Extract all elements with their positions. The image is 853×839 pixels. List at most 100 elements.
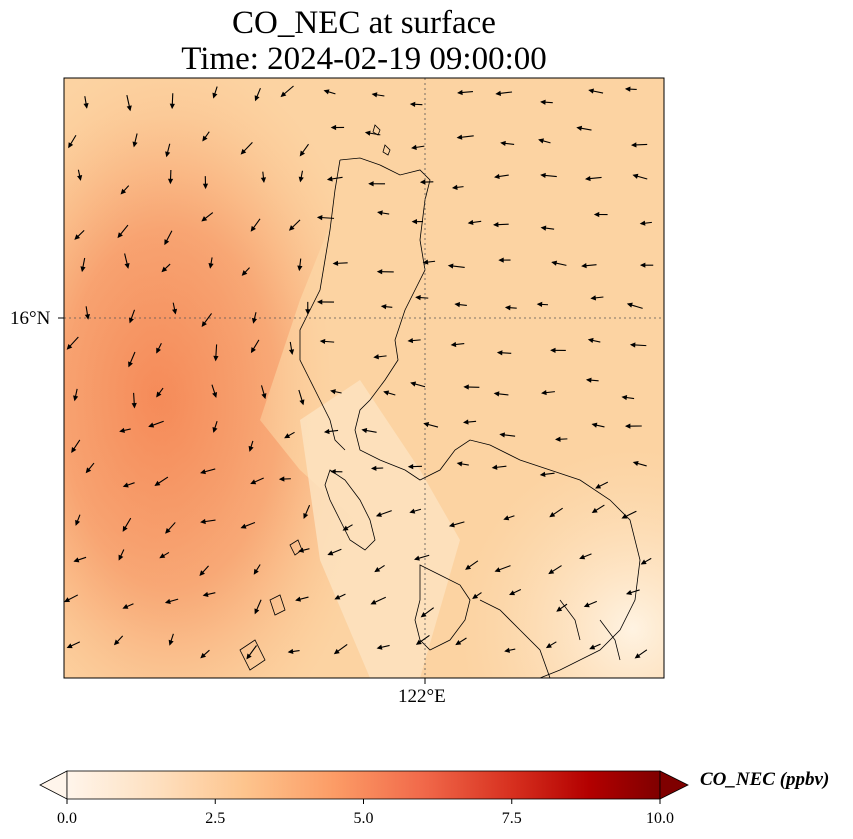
wind-arrow-head <box>334 594 341 600</box>
wind-arrow-head <box>548 568 555 575</box>
wind-arrow-head <box>581 263 587 269</box>
wind-arrow-head <box>168 639 174 646</box>
wind-arrow-head <box>585 377 592 383</box>
wind-arrow-head <box>250 225 256 232</box>
wind-arrow-head <box>411 144 417 150</box>
wind-arrow-head <box>342 525 349 531</box>
wind-arrow-head <box>323 428 330 435</box>
wind-arrow-head <box>68 142 74 149</box>
wind-arrow-head <box>640 559 647 565</box>
wind-arrow-head <box>457 89 463 96</box>
wind-arrow-head <box>278 476 285 482</box>
wind-arrow-head <box>118 554 124 561</box>
colorbar-extend-max <box>659 770 689 800</box>
map-frame <box>63 77 665 679</box>
wind-arrow-head <box>161 266 168 273</box>
map-title-line1: CO_NEC at surface <box>232 5 496 41</box>
colorbar-tick-label: 5.0 <box>353 810 374 827</box>
wind-arrow-head <box>260 177 267 183</box>
wind-arrow-head <box>591 422 598 428</box>
wind-arrow-head <box>587 337 594 344</box>
wind-arrow-head <box>213 355 219 362</box>
island-4 <box>269 594 286 616</box>
wind-arrow-head <box>212 426 218 433</box>
wind-arrow-head <box>201 321 207 328</box>
wind-arrow-head <box>202 183 209 190</box>
wind-arrow-head <box>375 511 382 517</box>
wind-arrow-head <box>297 265 303 272</box>
wind-arrow-head <box>74 234 81 240</box>
wind-arrow-head <box>639 220 646 226</box>
wind-arrow-head <box>288 349 295 355</box>
wind-arrow-head <box>254 608 260 615</box>
wind-arrow-head <box>550 347 556 353</box>
wind-arrow-head <box>422 259 429 265</box>
wind-arrow-head <box>451 184 458 190</box>
wind-arrow-head <box>593 211 600 218</box>
wind-arrow-head <box>128 361 133 368</box>
wind-arrow-head <box>415 639 422 645</box>
wind-arrow-head <box>73 395 79 402</box>
wind-arrow-head <box>370 599 377 605</box>
lat-tick-label: 16°N <box>10 308 51 329</box>
wind-arrow-head <box>316 299 323 305</box>
wind-arrow-head <box>288 225 295 231</box>
wind-arrow-head <box>364 130 371 136</box>
wind-arrow-head <box>327 550 334 556</box>
wind-arrow-head <box>583 602 590 608</box>
wind-arrow-head <box>132 141 138 148</box>
wind-arrow-head <box>250 347 256 354</box>
clean-band <box>300 380 460 678</box>
wind-arrow-head <box>626 302 633 308</box>
wind-arrow-head <box>164 239 170 246</box>
wind-arrow-head <box>590 295 597 301</box>
wind-arrow-head <box>208 262 214 269</box>
colorbar-gradient <box>66 770 661 800</box>
wind-arrow-head <box>499 432 506 438</box>
wind-arrow-head <box>374 567 381 573</box>
wind-arrow-head <box>377 210 383 216</box>
wind-arrow-head <box>126 105 132 112</box>
co-plume-core <box>64 120 364 620</box>
colorbar-tick-label: 2.5 <box>205 810 226 827</box>
wind-arrow-head <box>250 479 257 485</box>
wind-arrow-head <box>407 337 414 344</box>
wind-arrow-head <box>128 317 134 324</box>
wind-arrow-head <box>202 135 208 142</box>
wind-arrow-head <box>371 92 378 98</box>
wind-arrow-head <box>80 266 86 273</box>
wind-arrow-head <box>333 648 340 655</box>
wind-arrow-head <box>370 465 377 471</box>
graticule <box>64 78 664 678</box>
wind-arrow-head <box>624 423 631 429</box>
wind-arrow-head <box>298 547 305 553</box>
wind-arrow-head <box>131 402 137 409</box>
wind-arrow-head <box>463 384 469 390</box>
wind-arrow-head <box>448 522 455 528</box>
wind-arrow-head <box>410 381 417 387</box>
wind-arrow-head <box>212 392 218 398</box>
wind-arrow-head <box>251 317 258 324</box>
wind-arrow-head <box>625 589 632 595</box>
manila-bay <box>324 469 376 551</box>
wind-arrow-head <box>494 567 501 573</box>
wind-arrow-head <box>83 102 89 109</box>
wind-arrow-head <box>493 391 500 397</box>
wind-arrow-head <box>212 92 218 99</box>
wind-arrow-head <box>73 557 80 563</box>
wind-arrow-head <box>71 446 77 453</box>
wind-arrow-head <box>373 354 379 360</box>
colorbar-extend-min <box>39 770 68 800</box>
wind-arrow-head <box>456 134 463 140</box>
wind-arrow-head <box>447 263 454 269</box>
wind-arrow-head <box>295 596 302 602</box>
wind-arrow-head <box>156 391 162 398</box>
wind-arrow-head <box>629 342 636 348</box>
wind-arrow-head <box>77 175 83 181</box>
island-2 <box>382 144 391 156</box>
wind-arrow-head <box>495 90 502 96</box>
wind-arrow-head <box>419 179 426 185</box>
wind-arrow-head <box>164 598 171 604</box>
wind-arrow-head <box>75 519 81 526</box>
wind-arrow-head <box>66 343 73 350</box>
